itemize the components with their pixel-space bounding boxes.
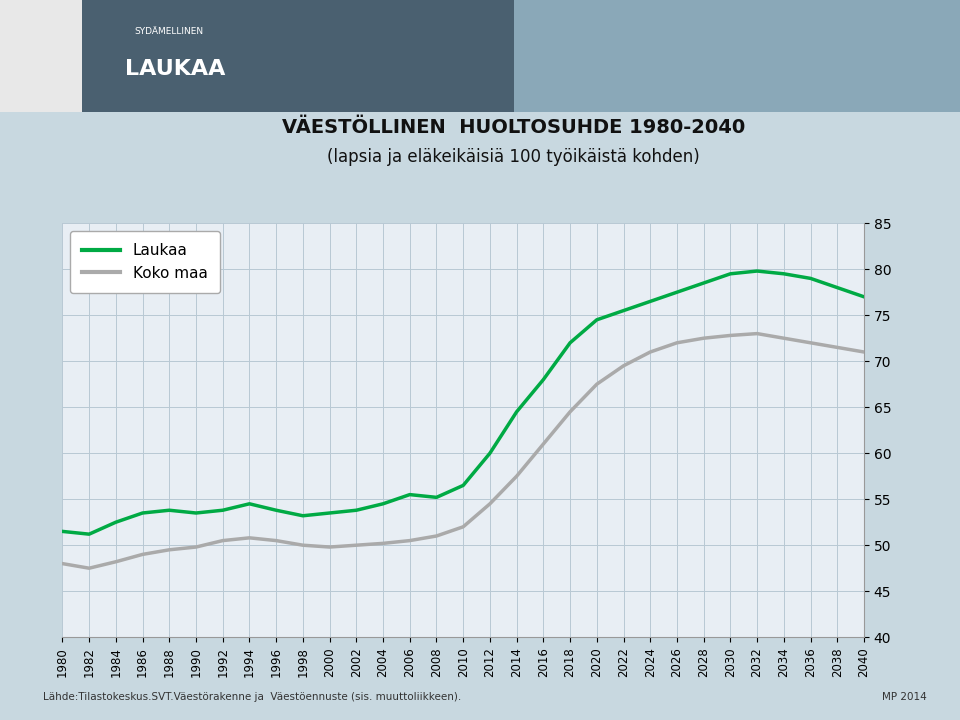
Bar: [514, 0, 960, 112]
Text: MP 2014: MP 2014: [881, 692, 926, 702]
Bar: [82, 0, 514, 112]
Text: LAUKAA: LAUKAA: [125, 59, 226, 79]
Text: Lähde:Tilastokeskus.SVT.Väestörakenne ja  Väestöennuste (sis. muuttoliikkeen).: Lähde:Tilastokeskus.SVT.Väestörakenne ja…: [43, 692, 462, 702]
Text: SYDÄMELLINEN: SYDÄMELLINEN: [134, 27, 204, 36]
Text: (lapsia ja eläkeikäisiä 100 työikäistä kohden): (lapsia ja eläkeikäisiä 100 työikäistä k…: [327, 148, 700, 166]
Text: VÄESTÖLLINEN  HUOLTOSUHDE 1980-2040: VÄESTÖLLINEN HUOLTOSUHDE 1980-2040: [282, 118, 745, 137]
Bar: [0, 0, 82, 112]
Legend: Laukaa, Koko maa: Laukaa, Koko maa: [70, 231, 220, 293]
